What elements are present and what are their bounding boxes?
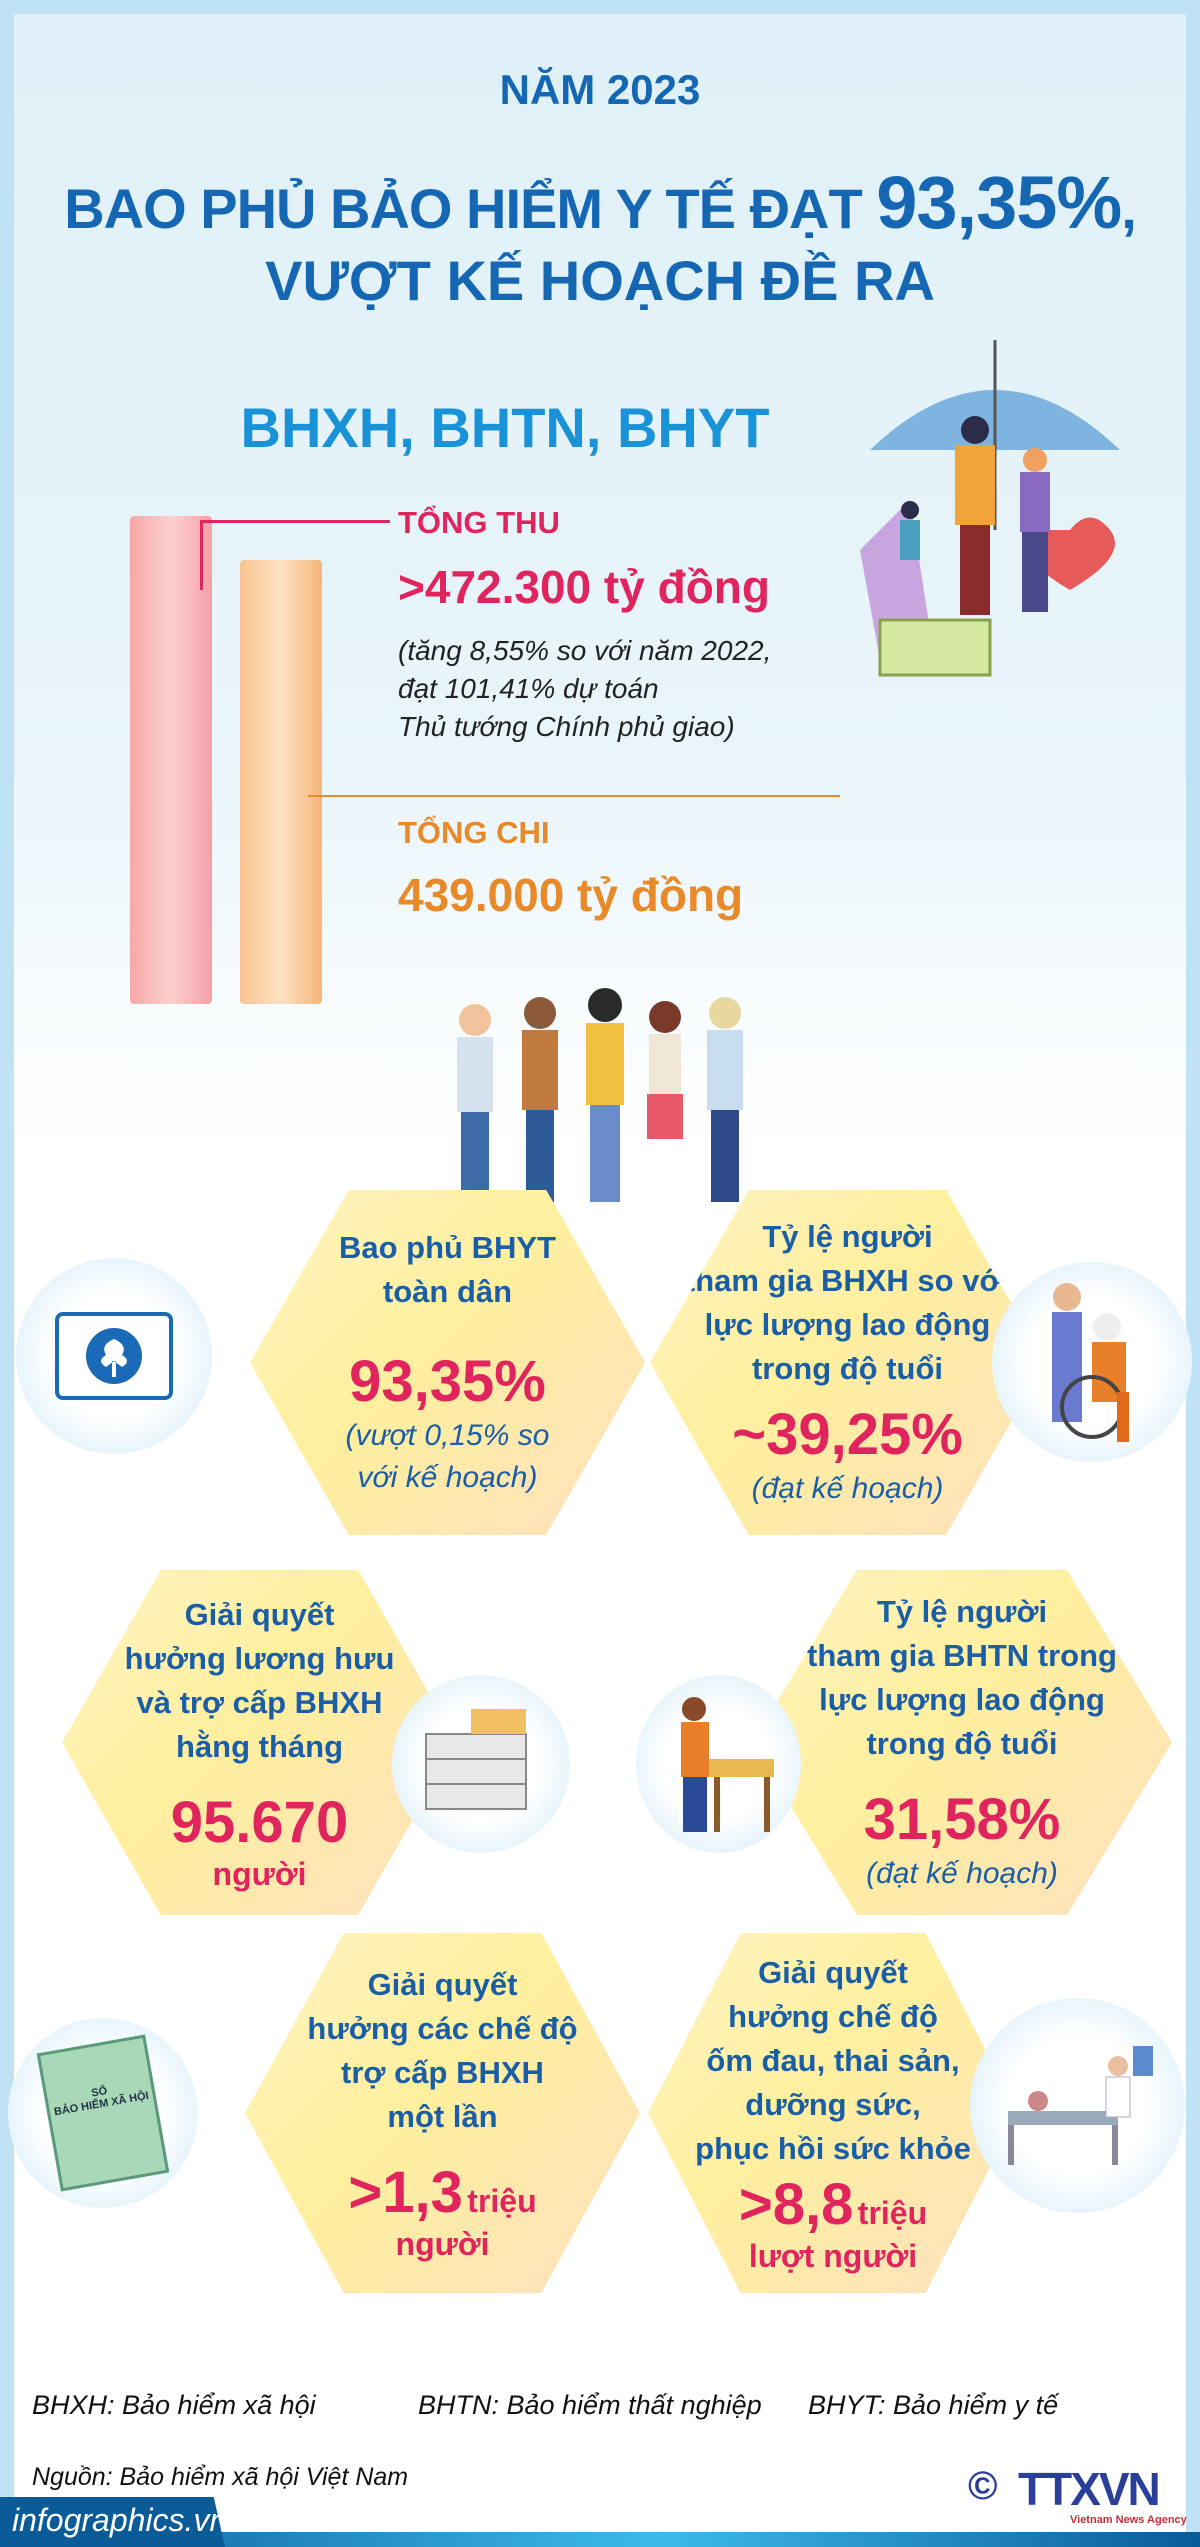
revenue-note-line: (tăng 8,55% so với năm 2022,: [398, 635, 772, 666]
stat-title: Giải quyết: [184, 1596, 335, 1632]
header-year: NĂM 2023: [499, 66, 701, 113]
stat-title: lực lượng lao động: [704, 1307, 991, 1342]
title-value: 93,35%: [876, 161, 1122, 244]
page-title-line2: VƯỢT KẾ HOẠCH ĐỀ RA: [265, 249, 935, 312]
stat-unit-inline: triệu: [467, 2183, 537, 2219]
site-tab: [0, 2497, 225, 2547]
stat-title: một lần: [387, 2099, 498, 2134]
money-stack-icon: [392, 1675, 570, 1853]
stat-card-pension: Giải quyết hưởng lương hưu và trợ cấp BH…: [62, 1570, 457, 1915]
stat-title: Giải quyết: [367, 1967, 518, 2002]
stat-title: trợ cấp BHXH: [341, 2055, 544, 2090]
revenue-note-line: đạt 101,41% dự toán: [398, 673, 659, 704]
wheelchair-icon: [992, 1262, 1192, 1462]
stat-title: trong độ tuổi: [751, 1351, 944, 1386]
site-link[interactable]: infographics.vn: [12, 2502, 228, 2538]
stat-value: 95.670: [170, 1789, 349, 1855]
stat-unit-inline: triệu: [857, 2195, 928, 2231]
bottom-bar: [0, 2532, 1200, 2547]
ttxvn-logo: TTXVN: [1018, 2463, 1161, 2515]
stat-title: dưỡng sức,: [745, 2087, 921, 2122]
title-suffix: ,: [1121, 177, 1137, 240]
ttxvn-logo-sub: Vietnam News Agency: [1070, 2514, 1187, 2526]
source: Nguồn: Bảo hiểm xã hội Việt Nam: [32, 2463, 409, 2491]
stat-title: phục hồi sức khỏe: [695, 2131, 971, 2166]
expense-label: TỔNG CHI: [398, 815, 550, 850]
stat-title: Bao phủ BHYT: [339, 1230, 556, 1265]
revenue-connector: [200, 520, 390, 523]
stat-note: (vượt 0,15% so: [345, 1419, 550, 1452]
stat-note: với kế hoạch): [357, 1461, 538, 1494]
stat-title: hưởng các chế độ: [307, 2011, 578, 2046]
abbr-bhtn: BHTN: Bảo hiểm thất nghiệp: [418, 2390, 762, 2420]
people-group-illustration: [457, 988, 743, 1202]
stat-title: hằng tháng: [175, 1728, 344, 1764]
stat-title: ốm đau, thai sản,: [706, 2043, 960, 2078]
stat-title: tham gia BHXH so với: [684, 1263, 1011, 1298]
insurance-book-icon: SỔ BẢO HIỂM XÃ HỘI: [8, 2018, 198, 2208]
copyright-icon: ©: [968, 2464, 998, 2508]
title-prefix: BAO PHỦ BẢO HIỂM Y TẾ ĐẠT: [64, 177, 877, 240]
stat-title: Tỷ lệ người: [876, 1594, 1048, 1629]
hospital-bed-icon: [970, 1998, 1185, 2213]
stat-card-lump-sum: Giải quyết hưởng các chế độ trợ cấp BHXH…: [245, 1933, 640, 2293]
stat-title: hưởng lương hưu: [124, 1640, 395, 1676]
insurance-card-icon: [16, 1258, 212, 1454]
stat-note: (đạt kế hoạch): [866, 1857, 1058, 1890]
stat-card-bhtn-participation: Tỷ lệ người tham gia BHTN trong lực lượn…: [752, 1570, 1172, 1915]
page-title: BAO PHỦ BẢO HIỂM Y TẾ ĐẠT 93,35%,: [0, 160, 1200, 245]
revenue-value: >472.300 tỷ đồng: [398, 561, 770, 613]
stat-value: >1,3: [348, 2160, 463, 2225]
abbr-bhxh: BHXH: Bảo hiểm xã hội: [32, 2390, 316, 2420]
stat-unit: người: [212, 1855, 307, 1892]
expense-bar: [240, 560, 322, 1004]
stat-card-bhyt-coverage: Bao phủ BHYT toàn dân 93,35% (vượt 0,15%…: [250, 1190, 645, 1535]
revenue-connector-vertical: [200, 520, 203, 590]
family-umbrella-illustration: [860, 340, 1120, 677]
stat-title: Giải quyết: [758, 1955, 908, 1990]
stat-card-bhxh-participation: Tỷ lệ người tham gia BHXH so với lực lượ…: [650, 1190, 1045, 1535]
stat-value: ~39,25%: [732, 1402, 963, 1467]
stat-value: 93,35%: [349, 1349, 546, 1414]
stat-title: tham gia BHTN trong: [807, 1638, 1117, 1673]
expense-value: 439.000 tỷ đồng: [398, 869, 744, 921]
stat-unit: lượt người: [748, 2238, 918, 2274]
revenue-bar: [130, 516, 212, 1004]
revenue-note: (tăng 8,55% so với năm 2022, đạt 101,41%…: [398, 632, 771, 746]
stat-value: >8,8: [738, 2172, 854, 2237]
abbr-bhyt: BHYT: Bảo hiểm y tế: [808, 2390, 1059, 2420]
stat-title: Tỷ lệ người: [762, 1219, 933, 1254]
stat-value-row: >1,3 triệu: [348, 2159, 536, 2226]
stat-card-sickness-maternity: Giải quyết hưởng chế độ ốm đau, thai sản…: [648, 1933, 1018, 2293]
revenue-label: TỔNG THU: [398, 505, 560, 540]
stat-title: trong độ tuổi: [866, 1726, 1058, 1761]
stat-title: và trợ cấp BHXH: [136, 1684, 383, 1720]
subtitle: BHXH, BHTN, BHYT: [240, 396, 770, 459]
worker-icon: [636, 1675, 801, 1853]
stat-unit: người: [395, 2226, 490, 2262]
stat-note: (đạt kế hoạch): [751, 1472, 944, 1505]
stat-title: hưởng chế độ: [728, 1999, 938, 2034]
stat-title: toàn dân: [382, 1274, 513, 1309]
insurance-book: SỔ BẢO HIỂM XÃ HỘI: [36, 2034, 170, 2192]
stat-title: lực lượng lao động: [819, 1682, 1105, 1717]
divider: [308, 795, 840, 797]
revenue-note-line: Thủ tướng Chính phủ giao): [398, 711, 735, 742]
stat-value-row: >8,8 triệu: [739, 2171, 927, 2238]
stat-value: 31,58%: [863, 1787, 1061, 1852]
